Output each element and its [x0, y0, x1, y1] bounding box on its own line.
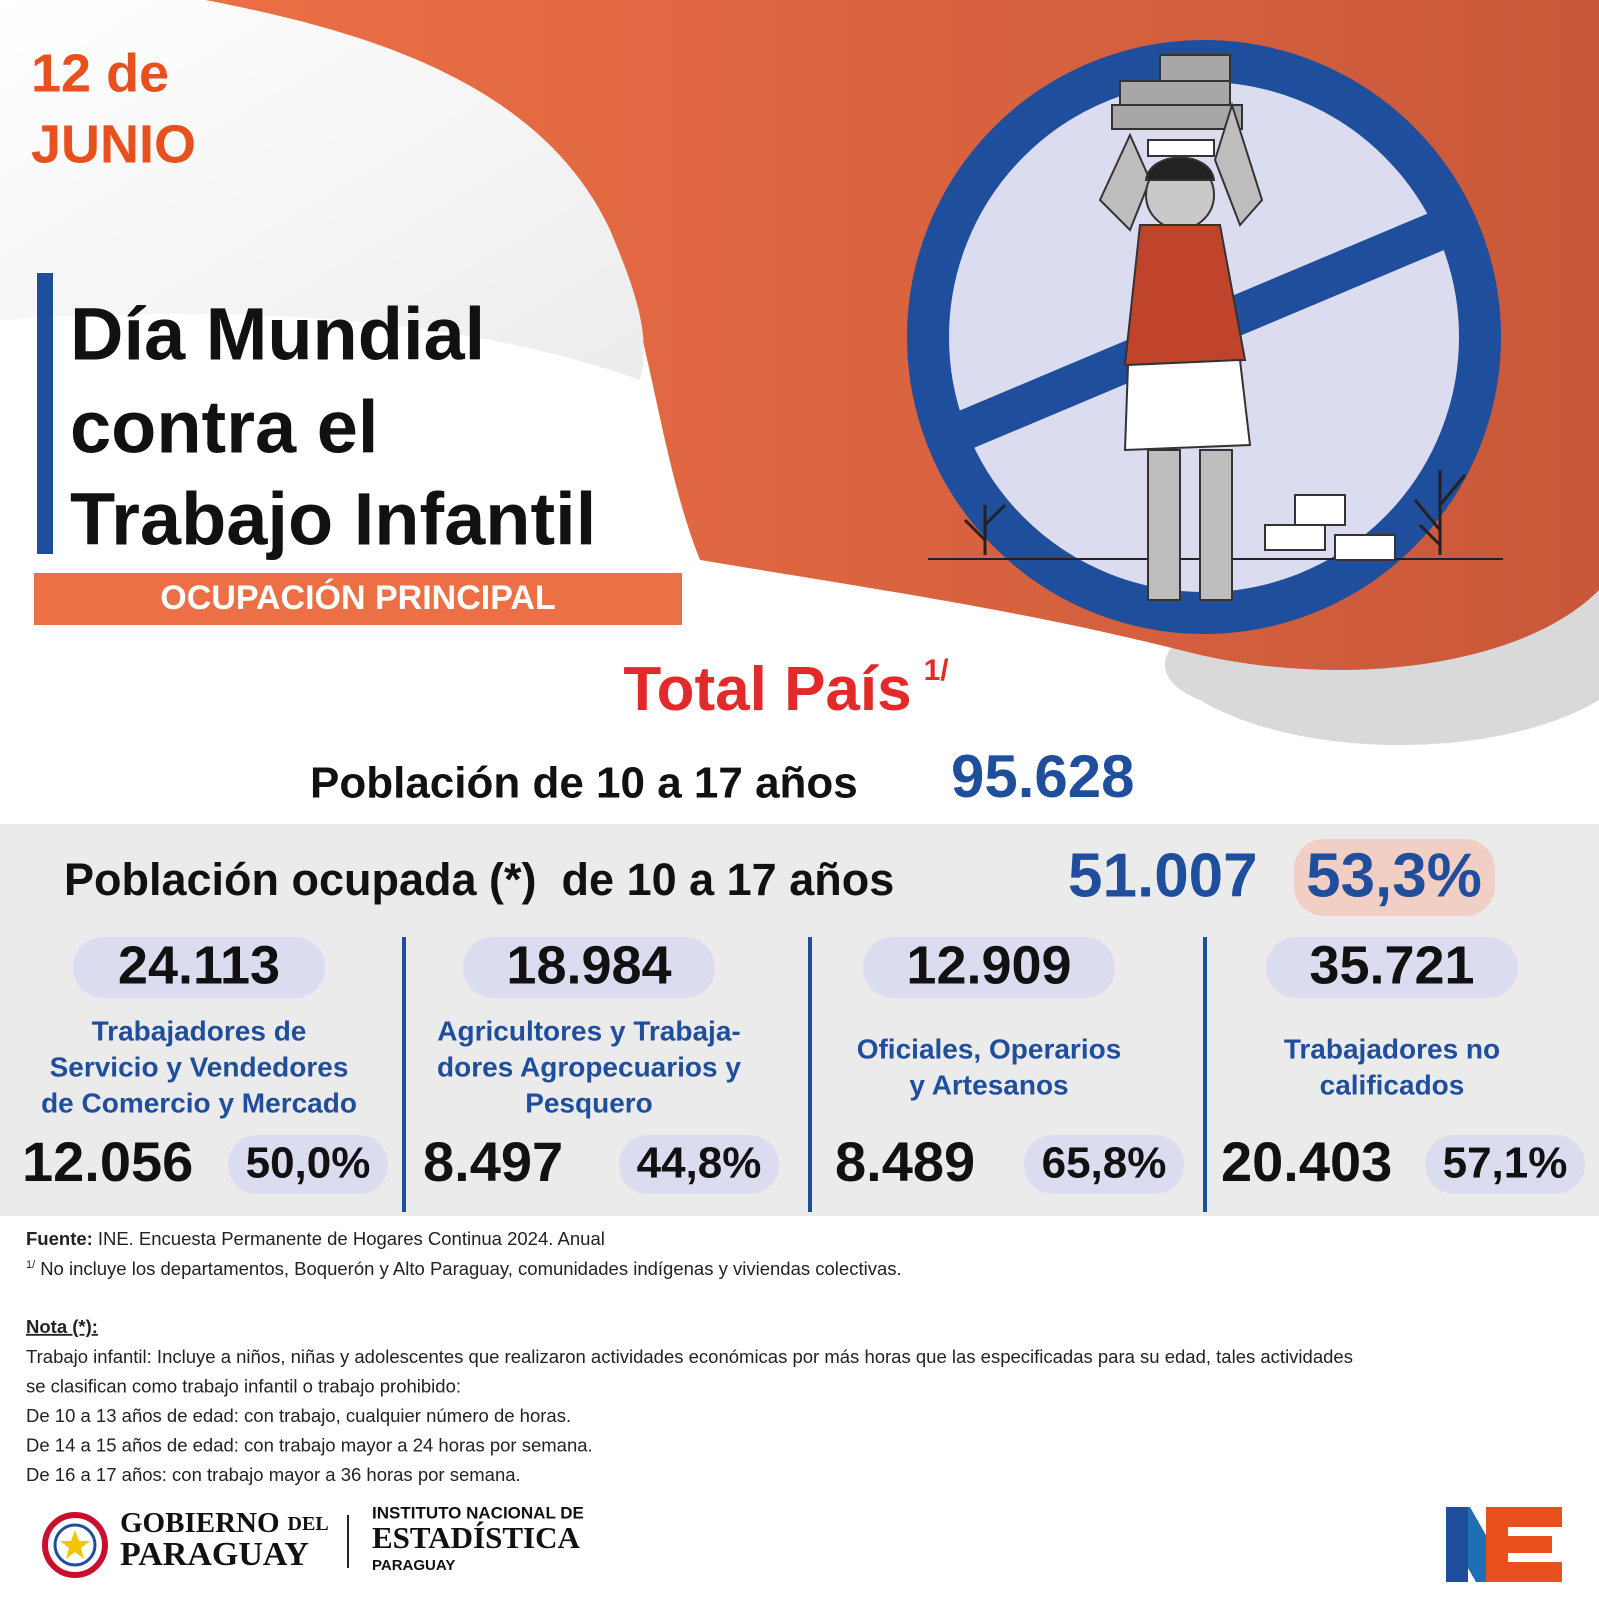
occupation-total: 12.909: [906, 935, 1071, 995]
total-pill: [1266, 937, 1518, 998]
occupation-percent: 65,8%: [1042, 1139, 1167, 1188]
total-title-note: 1/: [924, 654, 950, 687]
employed-percent-pill: [1294, 839, 1495, 916]
total-pill: [863, 937, 1115, 998]
title-line: Día Mundial: [70, 293, 485, 376]
population-label: Población de 10 a 17 años: [310, 759, 858, 808]
occupation-label: Oficiales, Operarios: [857, 1033, 1122, 1064]
occupation-percent: 57,1%: [1443, 1139, 1568, 1188]
occupation-label: Trabajadores de: [92, 1015, 307, 1046]
ine-logo: [1446, 1507, 1562, 1582]
occupation-total: 35.721: [1309, 935, 1474, 995]
occupation-percent: 44,8%: [637, 1139, 762, 1188]
nota-line: De 16 a 17 años: con trabajo mayor a 36 …: [26, 1464, 521, 1485]
occupation-percent: 50,0%: [246, 1139, 371, 1188]
nota-line: se clasifican como trabajo infantil o tr…: [26, 1375, 461, 1396]
footnote-text: No incluye los departamentos, Boquerón y…: [40, 1258, 901, 1279]
occupation-total: 18.984: [506, 935, 671, 995]
nota-line: Trabajo infantil: Incluye a niños, niñas…: [26, 1346, 1353, 1367]
occupation-label: Trabajadores no: [1284, 1033, 1500, 1064]
occupation-label: Pesquero: [525, 1087, 653, 1118]
government-word: GOBIERNO: [120, 1507, 280, 1539]
occupation-count: 8.489: [835, 1130, 975, 1193]
total-pill: [73, 937, 325, 998]
occupation-label: dores Agropecuarios y: [437, 1051, 741, 1082]
date-line: 12 de: [31, 43, 169, 103]
total-pill: [463, 937, 715, 998]
government-country: PARAGUAY: [120, 1536, 309, 1573]
title-accent: [37, 273, 53, 554]
nota-line: De 10 a 13 años de edad: con trabajo, cu…: [26, 1405, 571, 1426]
occupation-label: Servicio y Vendedores: [50, 1051, 349, 1082]
occupation-count: 20.403: [1221, 1130, 1392, 1193]
subtitle: OCUPACIÓN PRINCIPAL: [160, 579, 555, 617]
date-line: JUNIO: [31, 114, 196, 174]
source: Fuente: INE. Encuesta Permanente de Hogar…: [26, 1228, 605, 1249]
employed-value: 51.007: [1068, 841, 1258, 910]
percent-pill: [1425, 1135, 1585, 1194]
occupation-total: 24.113: [118, 935, 280, 995]
footnote: 1/No incluye los departamentos, Boquerón…: [26, 1258, 902, 1279]
occupation-label: calificados: [1320, 1069, 1465, 1100]
total-title-text: Total País: [623, 655, 911, 724]
white-blob: [0, 0, 644, 380]
illustration: [907, 40, 1503, 634]
population-value: 95.628: [951, 743, 1135, 810]
occupation-label: Agricultores y Trabaja-: [437, 1015, 740, 1046]
percent-pill: [619, 1135, 779, 1194]
government-name: GOBIERNO DEL: [120, 1507, 329, 1539]
source-text: INE. Encuesta Permanente de Hogares Cont…: [98, 1228, 605, 1249]
institute-country: PARAGUAY: [372, 1557, 455, 1574]
government-word: DEL: [288, 1513, 329, 1535]
source-label: Fuente:: [26, 1228, 93, 1249]
total-title: Total País 1/: [623, 654, 949, 724]
title-line: Trabajo Infantil: [70, 478, 596, 561]
percent-pill: [228, 1135, 388, 1194]
occupation-label: y Artesanos: [909, 1069, 1068, 1100]
employed-label: Población ocupada (*) de 10 a 17 años: [64, 854, 894, 905]
institute-line: INSTITUTO NACIONAL DE: [372, 1503, 584, 1522]
percent-pill: [1024, 1135, 1184, 1194]
nota-title: Nota (*):: [26, 1316, 98, 1337]
nota-line: De 14 a 15 años de edad: con trabajo may…: [26, 1434, 593, 1455]
title-line: contra el: [70, 386, 378, 469]
occupation-count: 8.497: [423, 1130, 563, 1193]
government-emblem: [42, 1512, 108, 1578]
institute-name: ESTADÍSTICA: [372, 1520, 581, 1555]
subtitle-box: [34, 573, 682, 625]
employed-percent: 53,3%: [1306, 841, 1482, 910]
occupation-label: de Comercio y Mercado: [41, 1087, 357, 1118]
footnote-mark: 1/: [26, 1259, 36, 1271]
occupation-count: 12.056: [22, 1130, 193, 1193]
